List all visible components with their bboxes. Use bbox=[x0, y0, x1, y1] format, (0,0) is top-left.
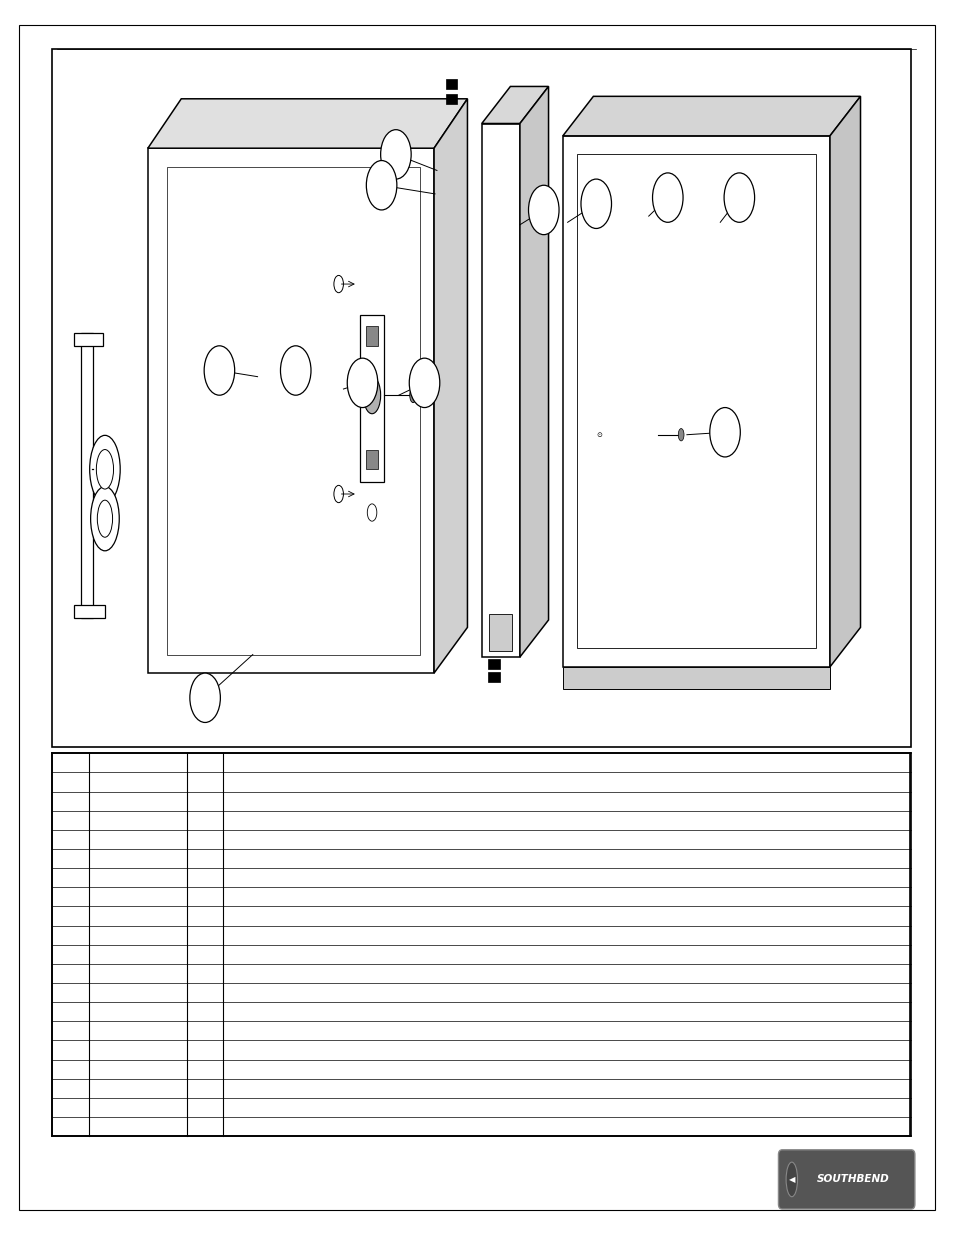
Ellipse shape bbox=[280, 346, 311, 395]
Polygon shape bbox=[81, 333, 93, 618]
Ellipse shape bbox=[97, 500, 112, 537]
Ellipse shape bbox=[204, 346, 234, 395]
Polygon shape bbox=[445, 94, 456, 104]
Ellipse shape bbox=[652, 173, 682, 222]
Ellipse shape bbox=[91, 487, 119, 551]
Ellipse shape bbox=[528, 185, 558, 235]
Polygon shape bbox=[489, 614, 512, 651]
Text: SOUTHBEND: SOUTHBEND bbox=[816, 1174, 888, 1184]
Ellipse shape bbox=[785, 1162, 797, 1197]
Polygon shape bbox=[481, 86, 548, 124]
Polygon shape bbox=[562, 667, 829, 689]
Ellipse shape bbox=[367, 504, 376, 521]
Polygon shape bbox=[829, 96, 860, 667]
Polygon shape bbox=[366, 326, 377, 346]
Polygon shape bbox=[148, 99, 467, 148]
Polygon shape bbox=[167, 167, 419, 655]
Polygon shape bbox=[562, 136, 829, 667]
Polygon shape bbox=[359, 315, 384, 482]
Ellipse shape bbox=[409, 388, 416, 403]
Polygon shape bbox=[445, 79, 456, 89]
Ellipse shape bbox=[409, 358, 439, 408]
Polygon shape bbox=[148, 148, 434, 673]
Ellipse shape bbox=[190, 673, 220, 722]
Bar bbox=[52, 753, 910, 1136]
Polygon shape bbox=[74, 605, 105, 618]
Polygon shape bbox=[488, 659, 499, 669]
Ellipse shape bbox=[90, 436, 120, 504]
Polygon shape bbox=[434, 99, 467, 673]
Polygon shape bbox=[488, 672, 499, 682]
Polygon shape bbox=[481, 124, 519, 657]
Ellipse shape bbox=[678, 429, 683, 441]
Polygon shape bbox=[366, 450, 377, 469]
Text: ⊙: ⊙ bbox=[596, 432, 601, 437]
Polygon shape bbox=[562, 96, 860, 136]
Polygon shape bbox=[577, 154, 815, 648]
Bar bbox=[52, 49, 910, 747]
Ellipse shape bbox=[363, 377, 380, 414]
Ellipse shape bbox=[96, 450, 113, 489]
Polygon shape bbox=[74, 333, 103, 346]
Text: ◀: ◀ bbox=[788, 1174, 794, 1184]
Ellipse shape bbox=[709, 408, 740, 457]
Polygon shape bbox=[519, 86, 548, 657]
Ellipse shape bbox=[366, 161, 396, 210]
Ellipse shape bbox=[347, 358, 377, 408]
Ellipse shape bbox=[580, 179, 611, 228]
Ellipse shape bbox=[723, 173, 754, 222]
Ellipse shape bbox=[380, 130, 411, 179]
FancyBboxPatch shape bbox=[778, 1150, 914, 1209]
